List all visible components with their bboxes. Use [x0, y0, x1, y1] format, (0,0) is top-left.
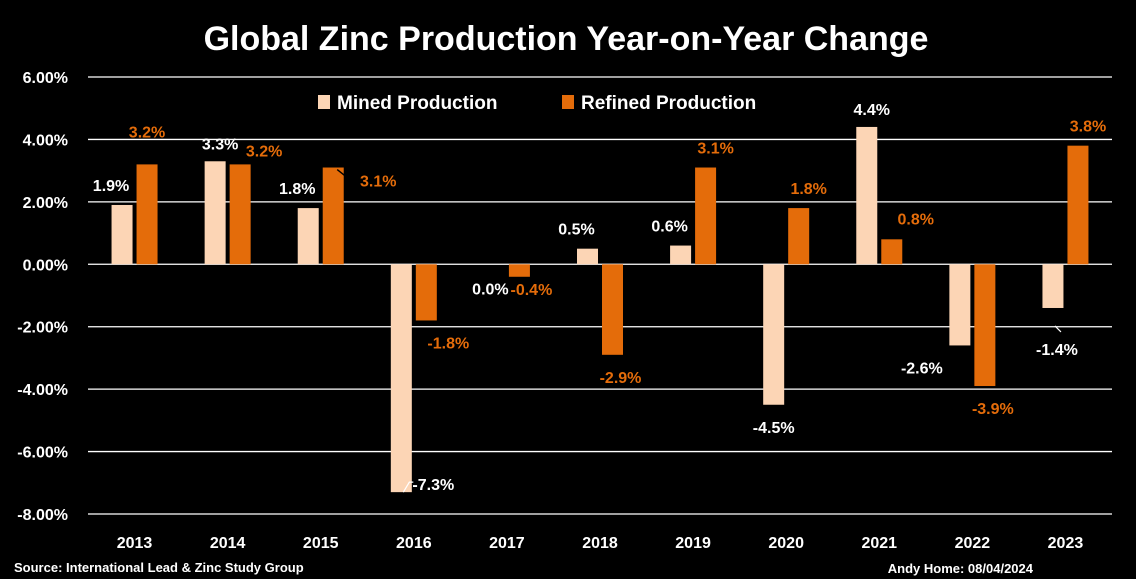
bar-refined: [508, 264, 530, 277]
bar-mined: [204, 161, 226, 265]
data-label-mined: 0.0%: [472, 281, 508, 298]
legend-swatch-mined: [318, 95, 330, 109]
bar-mined: [297, 208, 319, 265]
bar-refined: [229, 164, 251, 265]
y-tick-label: 2.00%: [23, 195, 68, 212]
data-label-mined: -4.5%: [753, 420, 795, 437]
data-label-refined: 3.8%: [1070, 119, 1106, 136]
author-credit: Andy Home: 08/04/2024: [888, 561, 1034, 576]
chart-title: Global Zinc Production Year-on-Year Chan…: [204, 20, 929, 58]
data-label-mined: 1.9%: [93, 178, 129, 195]
bar-mined: [856, 126, 878, 265]
x-tick-label: 2017: [489, 535, 525, 552]
bar-refined: [322, 167, 344, 265]
bar-mined: [577, 248, 598, 265]
data-label-refined: 3.1%: [697, 141, 733, 158]
data-label-refined: 0.8%: [898, 211, 934, 228]
data-label-mined: -1.4%: [1036, 342, 1078, 359]
data-label-mined: 0.6%: [651, 219, 687, 236]
x-tick-label: 2022: [955, 535, 991, 552]
bar-mined: [1042, 264, 1064, 308]
data-label-refined: -3.9%: [972, 401, 1014, 418]
bar-refined: [1067, 145, 1089, 265]
gridlines: [88, 76, 1112, 515]
bars: [111, 126, 1089, 493]
x-axis-ticks: 2013 2014 2015 2016 2017 2018 2019 2020 2021 2022…: [117, 535, 1084, 552]
leader-line: [1054, 325, 1062, 333]
x-tick-label: 2020: [768, 535, 804, 552]
bar-mined: [390, 264, 412, 493]
y-axis-ticks: 6.00% 4.00% 2.00% 0.00% -2.00% -4.00% -6.00% -8…: [17, 70, 68, 524]
legend: Mined Production Refined Production: [318, 93, 756, 114]
legend-swatch-refined: [562, 95, 574, 109]
bar-refined: [788, 208, 810, 265]
y-tick-label: -4.00%: [17, 382, 68, 399]
bar-mined: [763, 264, 785, 405]
source-note: Source: International Lead & Zinc Study …: [14, 560, 304, 575]
x-tick-label: 2021: [861, 535, 897, 552]
x-tick-label: 2013: [117, 535, 153, 552]
data-label-refined: 3.2%: [246, 143, 282, 160]
bar-refined: [974, 264, 996, 387]
y-tick-label: 4.00%: [23, 132, 68, 149]
y-tick-label: 6.00%: [23, 70, 68, 87]
x-tick-label: 2018: [582, 535, 618, 552]
y-tick-label: -6.00%: [17, 445, 68, 462]
x-tick-label: 2014: [210, 535, 246, 552]
bar-refined: [136, 164, 158, 265]
leader-lines: [336, 168, 1062, 493]
data-label-mined: 4.4%: [854, 102, 890, 119]
data-label-refined: 3.1%: [360, 174, 396, 191]
data-label-mined: -7.3%: [412, 477, 454, 494]
data-label-mined: 1.8%: [279, 181, 315, 198]
bar-mined: [949, 264, 971, 346]
x-tick-label: 2015: [303, 535, 339, 552]
bar-mined: [111, 204, 133, 265]
bar-refined: [695, 167, 717, 265]
x-tick-label: 2016: [396, 535, 432, 552]
leader-line: [336, 168, 348, 179]
y-tick-label: -2.00%: [17, 320, 68, 337]
data-label-refined: 3.2%: [129, 124, 165, 141]
bar-refined: [602, 264, 623, 355]
data-label-refined: -2.9%: [600, 370, 642, 387]
leader-line: [402, 481, 414, 493]
bar-refined: [415, 264, 437, 321]
y-tick-label: 0.00%: [23, 257, 68, 274]
data-label-mined: 0.5%: [558, 222, 594, 239]
bar-refined: [881, 239, 903, 265]
x-tick-label: 2019: [675, 535, 711, 552]
data-label-refined: 1.8%: [790, 181, 826, 198]
data-label-refined: -0.4%: [511, 282, 553, 299]
legend-label-refined: Refined Production: [581, 93, 756, 114]
data-label-mined: 3.3%: [202, 136, 238, 153]
y-tick-label: -8.00%: [17, 507, 68, 524]
data-label-mined: -2.6%: [901, 360, 943, 377]
bar-mined: [670, 245, 692, 265]
legend-label-mined: Mined Production: [337, 93, 497, 114]
data-label-refined: -1.8%: [427, 335, 469, 352]
data-labels: 1.9% 3.2% 3.3% 3.2% 1.8% 3.1% -7.3% -1.8% 0.0% -0…: [93, 102, 1106, 494]
x-tick-label: 2023: [1048, 535, 1084, 552]
